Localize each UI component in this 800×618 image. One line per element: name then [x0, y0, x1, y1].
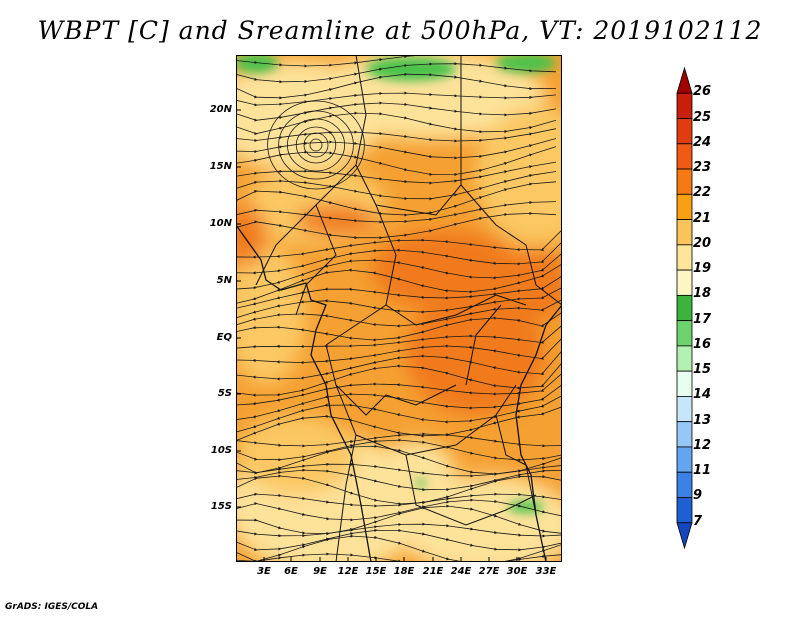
cyclone-center — [303, 132, 329, 158]
lon-label: 15E — [365, 566, 387, 577]
lon-label: 33E — [535, 566, 557, 577]
cyclone-center-inner — [309, 138, 323, 152]
lon-label: 6E — [284, 566, 298, 577]
colorbar-swatch — [676, 471, 693, 498]
colorbar — [676, 66, 693, 550]
map-frame — [236, 55, 562, 562]
lon-label: 24E — [450, 566, 472, 577]
streamlines — [236, 55, 562, 562]
colorbar-label: 24 — [693, 134, 712, 150]
colorbar-swatch — [676, 244, 693, 271]
streamline-vortex — [267, 100, 365, 190]
colorbar-label: 11 — [693, 463, 712, 479]
streamline-vortex — [287, 118, 346, 172]
colorbar-swatch — [676, 320, 693, 347]
lon-label: 18E — [393, 566, 415, 577]
lat-label: 15N — [209, 161, 232, 172]
colorbar-label: 15 — [693, 362, 712, 378]
lat-label: 10S — [210, 445, 232, 456]
lat-label: 10N — [209, 218, 232, 229]
colorbar-label: 21 — [693, 210, 712, 226]
colorbar-swatch — [676, 522, 693, 550]
colorbar-label: 14 — [693, 387, 712, 403]
colorbar-label: 17 — [693, 311, 712, 327]
lat-label: 5N — [216, 275, 232, 286]
lon-label: 27E — [478, 566, 500, 577]
lat-label: 5S — [217, 388, 232, 399]
map-panel — [236, 55, 562, 562]
streamline-vortex — [278, 110, 354, 180]
streamline — [236, 128, 557, 143]
colorbar-label: 9 — [693, 488, 703, 504]
colorbar-label: 12 — [693, 437, 712, 453]
lat-label: EQ — [216, 332, 232, 343]
streamline-vortex — [295, 126, 337, 164]
colorbar-swatch — [676, 66, 693, 94]
colorbar-label: 13 — [693, 412, 712, 428]
colorbar-swatch — [676, 396, 693, 423]
streamline — [236, 211, 557, 240]
colorbar-swatch — [676, 294, 693, 322]
colorbar-label: 25 — [693, 109, 712, 125]
colorbar-swatch — [676, 193, 693, 220]
footer-credit: GrADS: IGES/COLA — [5, 602, 99, 612]
chart-title: WBPT [C] and Sreamline at 500hPa, VT: 20… — [37, 16, 763, 45]
colorbar-swatch — [676, 143, 693, 170]
colorbar-label: 7 — [693, 513, 703, 529]
lon-label: 30E — [506, 566, 528, 577]
colorbar-label: 26 — [693, 84, 712, 100]
lat-label: 15S — [210, 501, 232, 512]
colorbar-swatch — [676, 370, 693, 397]
lon-label: 21E — [422, 566, 444, 577]
colorbar-swatch — [676, 421, 693, 448]
colorbar-swatch — [676, 497, 693, 524]
colorbar-label: 18 — [693, 286, 712, 302]
colorbar-swatch — [676, 92, 693, 119]
colorbar-swatch — [676, 345, 693, 372]
colorbar-swatch — [676, 168, 693, 195]
colorbar-label: 22 — [693, 185, 712, 201]
colorbar-swatch — [676, 269, 693, 296]
lat-label: 20N — [209, 104, 232, 115]
colorbar-label: 23 — [693, 160, 712, 176]
colorbar-label: 19 — [693, 261, 712, 277]
lon-label: 3E — [257, 566, 271, 577]
lon-label: 9E — [313, 566, 327, 577]
colorbar-label: 20 — [693, 235, 712, 251]
lon-label: 12E — [337, 566, 359, 577]
colorbar-swatch — [676, 118, 693, 145]
colorbar-swatch — [676, 446, 693, 473]
colorbar-swatch — [676, 219, 693, 246]
colorbar-label: 16 — [693, 336, 712, 352]
